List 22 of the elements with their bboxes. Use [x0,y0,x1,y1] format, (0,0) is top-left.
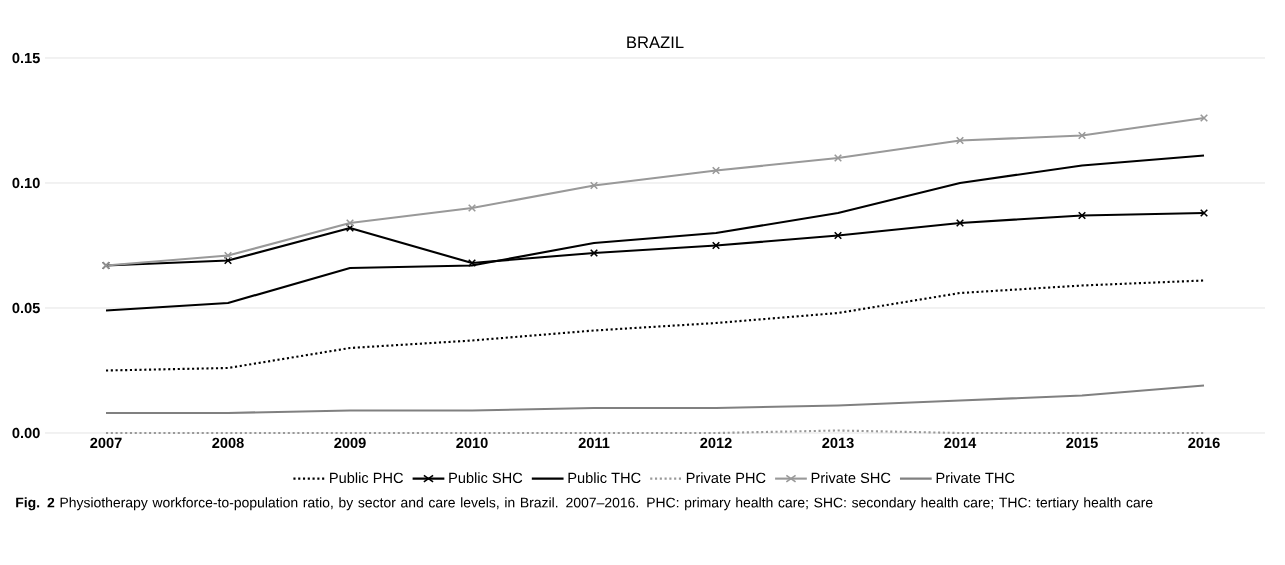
legend-label: Public SHC [449,472,523,484]
chart-title: BRAZIL [627,36,684,48]
x-tick-label: 2007 [90,437,122,449]
x-tick-label: 2015 [1066,437,1098,449]
legend-label: Private SHC [811,472,891,484]
x-tick-label: 2014 [944,437,977,449]
legend-label: Private PHC [686,472,766,484]
x-tick-label: 2012 [700,437,732,449]
y-tick-label: 0.15 [12,52,40,64]
legend-label: Public THC [568,472,641,484]
legend-label: Public PHC [330,472,403,484]
y-tick-label: 0.10 [12,177,40,189]
text: Fig. 2 Physiotherapy workforce-to-population ratio, by sector and care levels, in Brazil. 2007–2016. PHC: primary health care; SHC: secondary health care; THC: tertiary health care [16,497,1153,511]
x-tick-label: 2010 [456,437,488,449]
x-tick-label: 2009 [334,437,366,449]
x-tick-label: 2011 [578,437,610,449]
y-tick-label: 0.00 [12,427,40,439]
legend-label: Private THC [936,472,1015,484]
x-tick-label: 2013 [822,437,854,449]
x-tick-label: 2016 [1188,437,1220,449]
x-tick-label: 2008 [212,437,244,449]
y-tick-label: 0.05 [12,302,40,314]
